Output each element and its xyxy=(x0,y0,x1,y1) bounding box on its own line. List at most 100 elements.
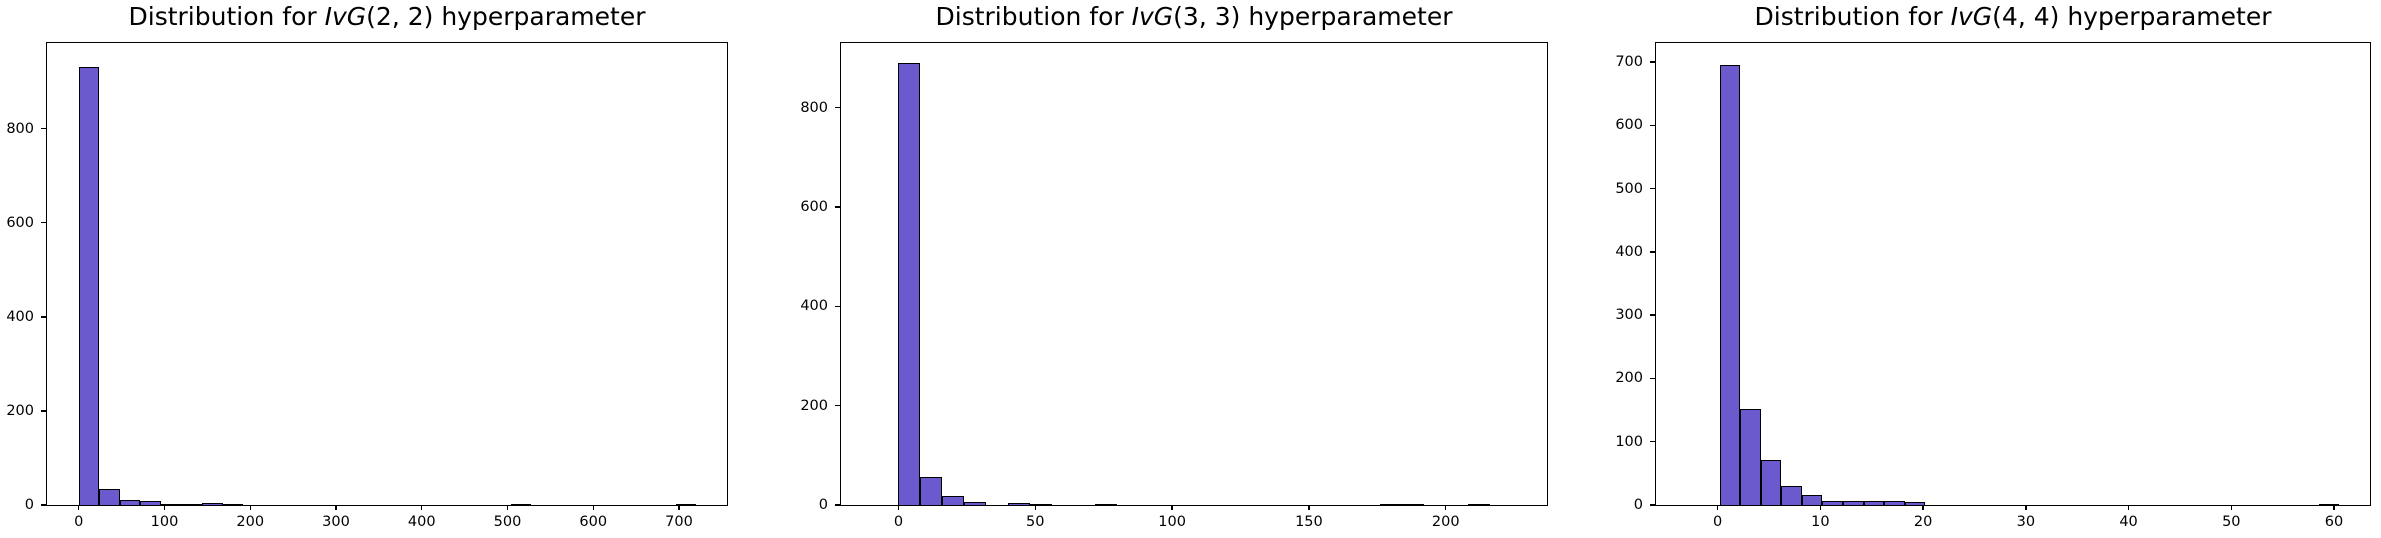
y-axis-tick-label: 0 xyxy=(1633,497,1643,513)
y-axis-tick-mark xyxy=(835,504,840,506)
x-axis-tick-mark xyxy=(2025,505,2027,510)
plot-area xyxy=(1655,42,2371,506)
histogram-bar xyxy=(1760,460,1782,505)
y-axis-tick-mark xyxy=(1650,124,1655,126)
y-axis-tick-mark xyxy=(835,404,840,407)
chart-title-math-symbol: IvG xyxy=(1131,2,1174,31)
x-axis-tick-label: 200 xyxy=(1431,514,1460,530)
histogram-bar xyxy=(161,503,182,505)
y-axis-tick-label: 600 xyxy=(1615,117,1643,134)
x-axis-tick-mark xyxy=(506,505,509,510)
y-axis-tick-label: 600 xyxy=(800,198,828,215)
x-axis-tick-mark xyxy=(897,505,900,510)
histogram-bar xyxy=(1740,408,1761,505)
histogram-bar xyxy=(181,503,203,505)
y-axis-tick-mark xyxy=(41,222,46,224)
y-axis-tick-label: 700 xyxy=(1615,53,1643,70)
y-axis-tick-mark xyxy=(835,106,840,109)
histogram-bar xyxy=(99,489,120,505)
chart-title-prefix: Distribution for xyxy=(1754,2,1951,31)
x-axis-tick-label: 50 xyxy=(1026,514,1045,530)
histogram-bar xyxy=(1401,503,1424,505)
histogram-bar xyxy=(1863,501,1885,505)
x-axis-tick-label: 700 xyxy=(665,514,693,530)
y-axis-tick-mark xyxy=(1650,441,1655,443)
histogram-bar xyxy=(1781,486,1802,505)
chart-title-args: (3, 3) xyxy=(1173,2,1241,31)
chart-title-prefix: Distribution for xyxy=(935,2,1132,31)
x-axis-tick-mark xyxy=(592,505,594,510)
y-axis-tick-label: 800 xyxy=(800,99,828,116)
x-axis-tick-label: 200 xyxy=(236,514,265,530)
y-axis-tick-label: 0 xyxy=(818,497,828,513)
histogram-bar xyxy=(1095,503,1118,505)
y-axis-tick-label: 0 xyxy=(24,497,34,513)
y-axis-tick-label: 100 xyxy=(1615,433,1643,450)
plot-area xyxy=(840,42,1548,506)
y-axis-tick-mark xyxy=(1650,314,1655,316)
histogram-bar xyxy=(510,503,532,505)
y-axis-tick-label: 400 xyxy=(800,298,828,315)
chart-title-math-symbol: IvG xyxy=(324,2,367,31)
chart-title-args: (2, 2) xyxy=(366,2,434,31)
x-axis-tick-mark xyxy=(1308,505,1310,510)
y-axis-tick-mark xyxy=(41,504,46,506)
histogram-bar xyxy=(140,501,162,505)
y-axis-tick-label: 200 xyxy=(1615,370,1643,387)
y-axis-tick-mark xyxy=(41,410,46,412)
histogram-bar xyxy=(202,502,223,505)
x-axis-tick-label: 50 xyxy=(2222,514,2241,530)
chart-title: Distribution for IvG(2, 2) hyperparamete… xyxy=(46,2,728,32)
x-axis-tick-label: 0 xyxy=(1713,514,1723,530)
x-axis-tick-mark xyxy=(1716,505,1719,510)
x-axis-tick-mark xyxy=(1445,505,1447,510)
chart-title-prefix: Distribution for xyxy=(128,2,325,31)
y-axis-tick-label: 600 xyxy=(6,214,34,231)
y-axis-tick-mark xyxy=(1650,187,1655,190)
histogram-bar xyxy=(78,66,100,505)
x-axis-tick-mark xyxy=(1922,505,1924,510)
histogram-bar xyxy=(920,476,943,505)
y-axis-tick-label: 300 xyxy=(1615,307,1643,324)
y-axis-tick-mark xyxy=(835,305,840,307)
histogram-bar xyxy=(2318,503,2340,505)
x-axis-tick-mark xyxy=(78,505,80,510)
chart-title: Distribution for IvG(3, 3) hyperparamete… xyxy=(840,2,1548,32)
x-axis-tick-label: 600 xyxy=(579,514,608,530)
y-axis-tick-label: 200 xyxy=(800,397,828,414)
x-axis-tick-label: 40 xyxy=(2119,514,2138,530)
chart-title-args: (4, 4) xyxy=(1992,2,2060,31)
histogram-bar xyxy=(942,495,965,505)
y-axis-tick-mark xyxy=(41,316,46,318)
y-axis-tick-label: 800 xyxy=(6,120,34,137)
histogram-bar xyxy=(1884,501,1905,505)
histogram-bar xyxy=(964,502,987,505)
histogram-bar xyxy=(1842,501,1864,505)
chart-ivg-4-4: Distribution for IvG(4, 4) hyperparamete… xyxy=(1590,0,2381,538)
x-axis-tick-mark xyxy=(163,505,166,510)
histogram-bar xyxy=(1380,503,1402,505)
chart-title-suffix: hyperparameter xyxy=(1240,2,1453,31)
chart-title-math-symbol: IvG xyxy=(1950,2,1993,31)
x-axis-tick-mark xyxy=(421,505,423,510)
x-axis-tick-label: 150 xyxy=(1295,514,1323,530)
x-axis-tick-label: 300 xyxy=(322,514,350,530)
x-axis-tick-mark xyxy=(2127,505,2130,510)
histogram-bar xyxy=(1467,503,1490,505)
y-axis-tick-mark xyxy=(1650,61,1655,63)
histogram-bar xyxy=(675,503,697,505)
x-axis-tick-mark xyxy=(1171,505,1173,510)
histogram-bar xyxy=(1822,500,1843,505)
y-axis-tick-mark xyxy=(1650,377,1655,380)
x-axis-tick-mark xyxy=(2333,505,2335,510)
x-axis-tick-mark xyxy=(2230,505,2232,510)
histogram-bar xyxy=(222,503,244,505)
y-axis-tick-mark xyxy=(835,206,840,208)
histogram-bar xyxy=(1007,503,1030,505)
x-axis-tick-label: 0 xyxy=(893,514,904,530)
chart-title-suffix: hyperparameter xyxy=(433,2,646,31)
y-axis-tick-mark xyxy=(41,127,46,130)
y-axis-tick-label: 400 xyxy=(1615,243,1643,260)
histogram-bar xyxy=(119,499,141,505)
